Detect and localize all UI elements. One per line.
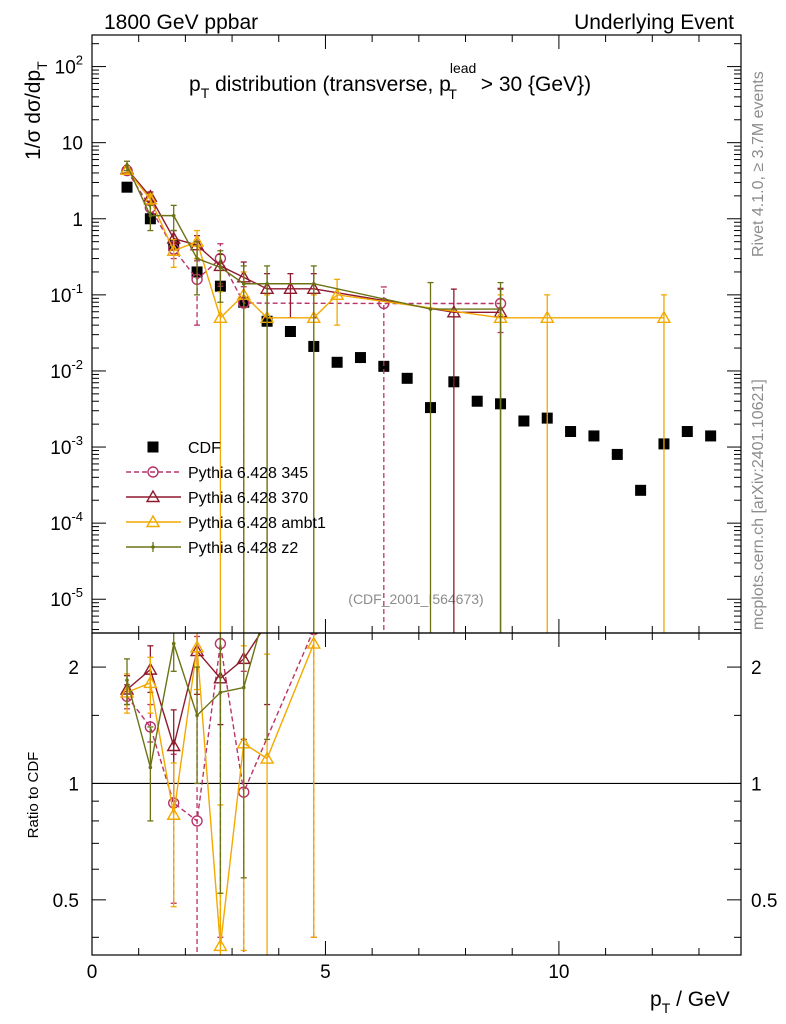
main-panel bbox=[119, 160, 717, 633]
main-s4-point bbox=[171, 213, 176, 218]
ratio-s2-point bbox=[189, 639, 205, 653]
main-s3-point bbox=[119, 162, 135, 176]
rivet-version-label: Rivet 4.1.0, ≥ 3.7M events bbox=[750, 71, 767, 257]
main-s0-point bbox=[121, 181, 133, 193]
main-s4-point bbox=[125, 163, 129, 168]
ratio-s3-point bbox=[241, 685, 246, 690]
main-s0-point bbox=[401, 372, 413, 384]
main-s2-point bbox=[283, 281, 298, 295]
legend-marker bbox=[147, 466, 159, 478]
main-s1-line bbox=[126, 170, 501, 305]
main-s4-point bbox=[265, 281, 269, 286]
legend-label: Pythia 6.428 ambt1 bbox=[188, 515, 326, 532]
main-s0-point bbox=[354, 352, 366, 364]
ratio-s3-point bbox=[171, 641, 176, 646]
main-s3-point bbox=[540, 310, 555, 323]
ratio-s3-series bbox=[124, 633, 271, 894]
ratio-s3-point bbox=[148, 765, 153, 770]
legend-marker bbox=[145, 489, 161, 503]
main-s4-point bbox=[428, 307, 433, 311]
main-y-axis-label: 1/σ dσ/dpT bbox=[22, 61, 50, 160]
main-s0-point bbox=[378, 360, 390, 372]
legend-label: Pythia 6.428 z2 bbox=[188, 540, 298, 557]
legend-label: CDF bbox=[188, 440, 221, 457]
analysis-watermark: (CDF_2001_I564673) bbox=[348, 591, 483, 607]
ratio-s2-point bbox=[259, 751, 275, 764]
header-left: 1800 GeV ppbar bbox=[104, 11, 258, 34]
legend: CDF Pythia 6.428 345 Pythia 6.428 370 Pythi… bbox=[126, 440, 326, 557]
main-s4-point bbox=[218, 265, 223, 270]
main-s0-point bbox=[284, 325, 296, 337]
main-s0-point bbox=[565, 426, 577, 438]
ratio-panel bbox=[92, 633, 741, 955]
main-s0-point bbox=[518, 415, 530, 427]
main-s0-point bbox=[471, 395, 483, 407]
main-s4-line bbox=[126, 165, 501, 310]
ratio-s3-point bbox=[218, 690, 223, 695]
ratio-y-tick-label-right: 1 bbox=[751, 774, 762, 795]
y-tick-label: 10 bbox=[62, 134, 83, 155]
main-s4-point bbox=[148, 213, 153, 218]
ratio-plot-frame bbox=[91, 632, 742, 956]
main-s4-point bbox=[195, 256, 199, 261]
ratio-s2-point bbox=[143, 675, 158, 689]
main-s0-point bbox=[635, 484, 647, 496]
header-right: Underlying Event bbox=[574, 11, 734, 34]
main-s3-point bbox=[166, 243, 181, 256]
main-s3-point bbox=[656, 310, 672, 323]
main-s4-series bbox=[124, 160, 504, 633]
y-tick-label: 10-5 bbox=[50, 585, 83, 611]
main-s0-point bbox=[331, 356, 343, 368]
ratio-s3-point bbox=[125, 678, 129, 682]
ratio-s2-line bbox=[126, 643, 315, 947]
main-s0-point bbox=[681, 426, 693, 438]
y-tick-label: 102 bbox=[55, 53, 83, 79]
main-s4-point bbox=[311, 281, 316, 286]
main-title: pT distribution (transverse, plead T > 30… bbox=[189, 60, 591, 102]
ratio-y-tick-label-right: 0.5 bbox=[751, 891, 777, 912]
axes: 0 5 10 10-5 10-4 10-3 10-2 10-1 1 10 102 0.5 0.5 1 1 2 2 bbox=[50, 35, 777, 983]
main-s0-point bbox=[588, 430, 600, 442]
ratio-s0-point bbox=[191, 815, 203, 827]
mcplots-label: mcplots.cern.ch [arXiv:2401.10621] bbox=[750, 379, 767, 630]
y-tick-label: 1 bbox=[72, 210, 83, 231]
legend-marker bbox=[147, 441, 159, 453]
ratio-s2-point bbox=[306, 636, 321, 649]
ratio-y-tick-label: 1 bbox=[68, 774, 79, 795]
legend-label: Pythia 6.428 345 bbox=[188, 465, 308, 482]
main-s0-point bbox=[611, 448, 623, 460]
x-axis-label: pT / GeV bbox=[650, 988, 730, 1016]
legend-marker bbox=[151, 545, 155, 549]
x-tick-label: 5 bbox=[320, 962, 331, 983]
ratio-y-tick-label-right: 2 bbox=[751, 658, 762, 679]
main-s0-point bbox=[705, 430, 717, 442]
ratio-s3-point bbox=[195, 713, 199, 718]
main-s3-point bbox=[329, 287, 345, 301]
ratio-s2-point bbox=[166, 807, 181, 820]
y-tick-label: 10-3 bbox=[50, 433, 83, 459]
y-tick-label: 10-1 bbox=[50, 281, 83, 307]
ratio-s2-point bbox=[213, 938, 228, 952]
legend-label: Pythia 6.428 370 bbox=[188, 490, 308, 507]
x-tick-label: 10 bbox=[548, 962, 569, 983]
y-tick-label: 10-2 bbox=[50, 357, 83, 383]
ratio-s1-point bbox=[166, 738, 181, 752]
ratio-y-axis-label: Ratio to CDF bbox=[25, 752, 42, 839]
y-tick-label: 10-4 bbox=[50, 509, 83, 535]
main-s3-point bbox=[143, 191, 158, 205]
main-s3-series bbox=[119, 162, 672, 633]
ratio-y-tick-label: 2 bbox=[68, 658, 79, 679]
legend-marker bbox=[145, 514, 161, 528]
x-tick-label: 0 bbox=[87, 962, 98, 983]
main-s3-line bbox=[126, 169, 664, 320]
ratio-y-tick-label: 0.5 bbox=[53, 891, 79, 912]
main-s3-point bbox=[213, 310, 228, 323]
main-s4-point bbox=[498, 307, 503, 311]
main-s4-point bbox=[241, 281, 246, 286]
